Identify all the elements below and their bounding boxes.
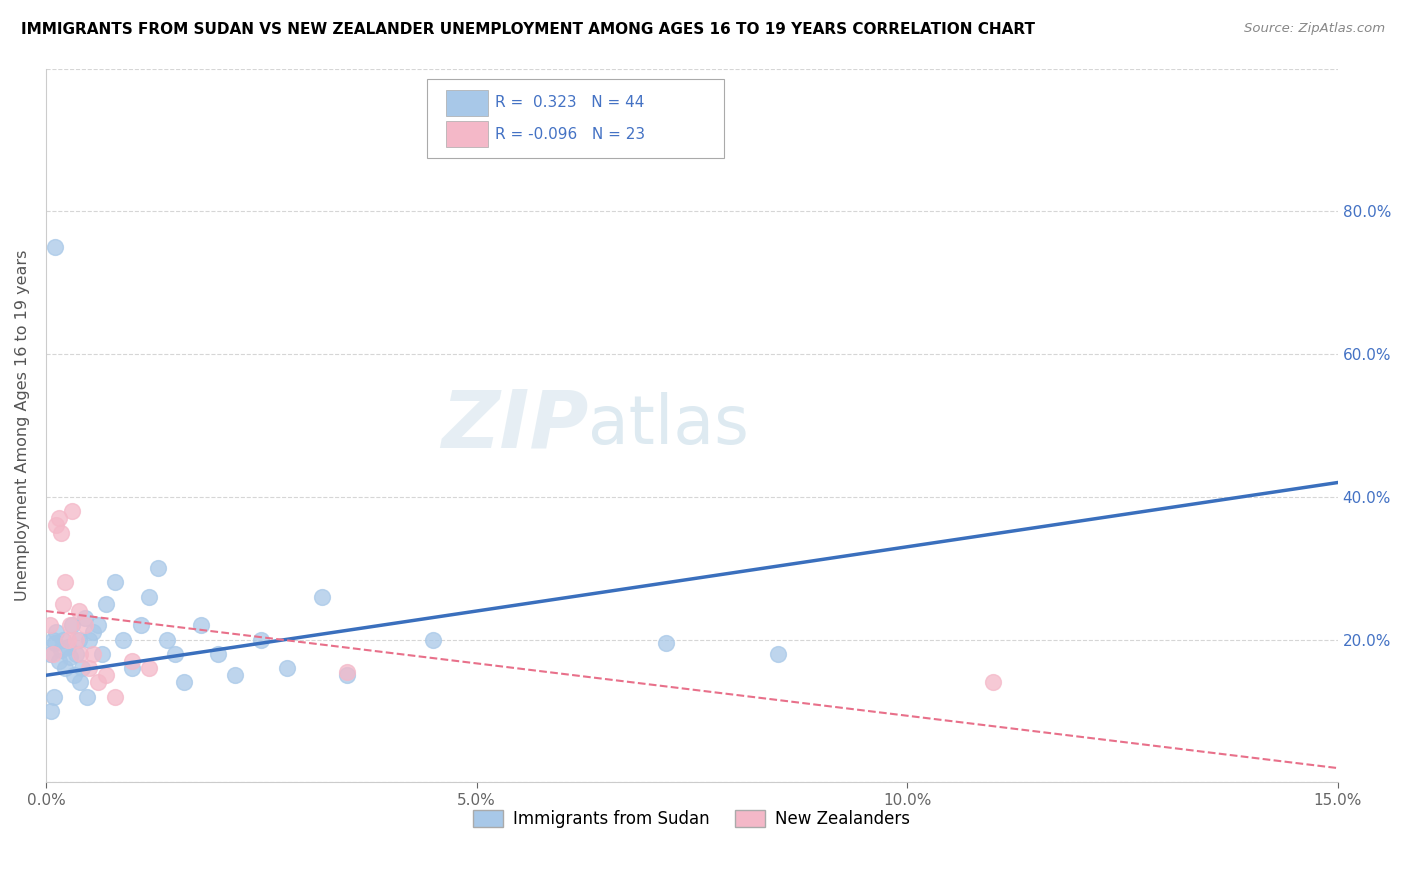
Y-axis label: Unemployment Among Ages 16 to 19 years: Unemployment Among Ages 16 to 19 years xyxy=(15,250,30,601)
Point xyxy=(44,240,66,254)
Point xyxy=(86,618,108,632)
Text: R =  0.323   N = 44: R = 0.323 N = 44 xyxy=(495,95,645,111)
Point xyxy=(67,604,90,618)
Point xyxy=(53,661,76,675)
Point xyxy=(62,668,84,682)
Point xyxy=(76,690,98,704)
FancyBboxPatch shape xyxy=(446,90,488,116)
Point xyxy=(51,525,73,540)
Point xyxy=(69,647,91,661)
Point xyxy=(422,632,444,647)
Point xyxy=(155,632,177,647)
Point xyxy=(65,632,87,647)
Point xyxy=(45,518,67,533)
Point xyxy=(56,632,79,647)
Point xyxy=(42,632,65,647)
Point xyxy=(121,654,143,668)
Point xyxy=(276,661,298,675)
Point xyxy=(207,647,229,661)
Point xyxy=(311,590,333,604)
Text: atlas: atlas xyxy=(589,392,749,458)
Point xyxy=(52,597,75,611)
Point xyxy=(42,647,65,661)
Point xyxy=(59,650,82,665)
Point xyxy=(138,590,160,604)
Point xyxy=(104,575,127,590)
Point xyxy=(86,675,108,690)
Point xyxy=(224,668,246,682)
Point xyxy=(73,611,96,625)
Point xyxy=(165,647,187,661)
Point xyxy=(77,632,100,647)
Point xyxy=(52,632,75,647)
Point xyxy=(39,618,62,632)
Point xyxy=(67,632,90,647)
Point xyxy=(146,561,169,575)
Point xyxy=(336,665,359,679)
Point xyxy=(42,690,65,704)
Point xyxy=(48,511,70,525)
Point xyxy=(190,618,212,632)
Point xyxy=(138,661,160,675)
Text: R = -0.096   N = 23: R = -0.096 N = 23 xyxy=(495,127,645,142)
Point xyxy=(112,632,135,647)
Point xyxy=(981,675,1004,690)
Point xyxy=(65,647,87,661)
FancyBboxPatch shape xyxy=(446,121,488,147)
Point xyxy=(51,643,73,657)
Point xyxy=(82,647,104,661)
Point xyxy=(53,575,76,590)
Point xyxy=(82,625,104,640)
Point xyxy=(104,690,127,704)
Point xyxy=(336,668,359,682)
Point xyxy=(96,668,118,682)
Point xyxy=(129,618,152,632)
Point xyxy=(96,597,118,611)
Point xyxy=(121,661,143,675)
Point xyxy=(60,618,83,632)
Point xyxy=(44,636,66,650)
Point xyxy=(77,661,100,675)
Text: Source: ZipAtlas.com: Source: ZipAtlas.com xyxy=(1244,22,1385,36)
Point xyxy=(39,647,62,661)
Point xyxy=(69,675,91,690)
FancyBboxPatch shape xyxy=(427,79,724,158)
Point xyxy=(91,647,114,661)
Point xyxy=(60,504,83,518)
Point xyxy=(73,618,96,632)
Legend: Immigrants from Sudan, New Zealanders: Immigrants from Sudan, New Zealanders xyxy=(467,803,917,835)
Text: IMMIGRANTS FROM SUDAN VS NEW ZEALANDER UNEMPLOYMENT AMONG AGES 16 TO 19 YEARS CO: IMMIGRANTS FROM SUDAN VS NEW ZEALANDER U… xyxy=(21,22,1035,37)
Point xyxy=(48,654,70,668)
Point xyxy=(59,618,82,632)
Point xyxy=(39,704,62,718)
Point xyxy=(655,636,678,650)
Point xyxy=(173,675,195,690)
Point xyxy=(70,661,93,675)
Text: ZIP: ZIP xyxy=(441,386,589,465)
Point xyxy=(766,647,789,661)
Point xyxy=(56,640,79,654)
Point xyxy=(45,625,67,640)
Point xyxy=(250,632,273,647)
